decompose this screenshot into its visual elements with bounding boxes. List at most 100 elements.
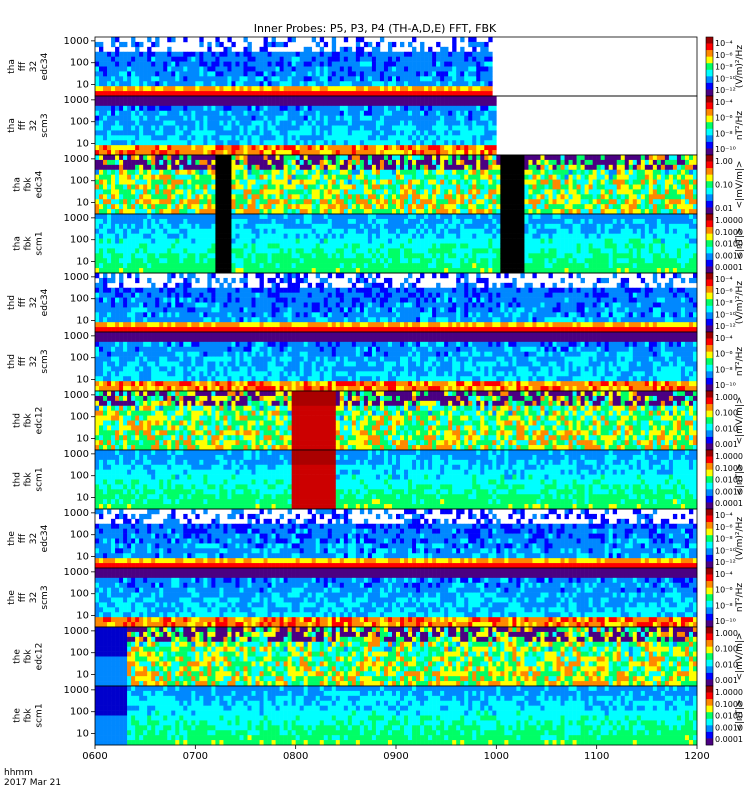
spectrogram-cell (111, 194, 116, 200)
spectrogram-cell (616, 159, 622, 166)
spectrogram-cell (195, 51, 200, 57)
spectrogram-cell (632, 155, 638, 161)
spectrogram-cell (267, 56, 272, 62)
spectrogram-cell (327, 159, 333, 166)
spectrogram-cell (640, 179, 646, 185)
spectrogram-cell (255, 223, 260, 230)
spectrogram-cell (103, 150, 108, 156)
spectrogram-cell (307, 199, 313, 205)
spectrogram-cell (396, 253, 401, 259)
spectrogram-cell (343, 233, 349, 239)
spectrogram-cell (275, 243, 280, 249)
spectrogram-cell (480, 115, 485, 121)
spectrogram-cell (660, 179, 666, 185)
spectrogram-cell (279, 233, 284, 239)
colorbar-segment (706, 128, 713, 136)
spectrogram-cell (472, 37, 477, 43)
spectrogram-cell (424, 100, 429, 107)
spectrogram-cell (371, 115, 377, 121)
spectrogram-cell (155, 51, 160, 57)
spectrogram-cell (476, 66, 481, 72)
spectrogram-cell (139, 150, 144, 156)
spectrogram-cell (396, 268, 401, 274)
spectrogram-cell (99, 194, 104, 200)
spectrogram-cell (183, 243, 188, 249)
spectrogram-cell (323, 174, 329, 180)
spectrogram-cell (556, 179, 561, 185)
spectrogram-cell (387, 253, 393, 259)
spectrogram-cell (516, 174, 521, 180)
spectrogram-cell (299, 81, 304, 87)
spectrogram-cell (440, 56, 445, 62)
spectrogram-cell (424, 130, 429, 136)
spectrogram-cell (103, 258, 108, 264)
spectrogram-cell (163, 169, 168, 175)
spectrogram-cell (480, 100, 485, 107)
spectrogram-cell (375, 105, 381, 112)
spectrogram-cell (327, 233, 333, 239)
spectrogram-cell (484, 145, 489, 151)
spectrogram-cell (179, 51, 184, 57)
spectrogram-cell (444, 145, 449, 151)
spectrogram-cell (267, 135, 272, 141)
spectrogram-cell (291, 238, 296, 244)
spectrogram-cell (183, 248, 188, 254)
spectrogram-cell (335, 238, 341, 244)
spectrogram-cell (163, 115, 168, 121)
spectrogram-cell (456, 81, 461, 87)
spectrogram-cell (259, 164, 264, 171)
spectrogram-cell (391, 155, 397, 161)
spectrogram-cell (103, 66, 108, 72)
spectrogram-cell (379, 184, 385, 190)
spectrogram-cell (291, 189, 296, 195)
spectrogram-cell (155, 105, 160, 112)
spectrogram-cell (211, 105, 216, 112)
spectrogram-cell (135, 105, 140, 112)
spectrogram-cell (211, 233, 216, 239)
spectrogram-cell (688, 155, 694, 161)
spectrogram-cell (247, 91, 252, 97)
spectrogram-cell (191, 86, 196, 92)
spectrogram-cell (387, 228, 393, 234)
spectrogram-cell (343, 258, 349, 264)
spectrogram-cell (476, 100, 481, 107)
spectrogram-cell (263, 145, 268, 151)
spectrogram-cell (468, 66, 473, 72)
spectrogram-cell (199, 253, 204, 259)
spectrogram-cell (315, 184, 321, 190)
spectrogram-cell (131, 169, 136, 175)
spectrogram-cell (203, 155, 208, 161)
spectrogram-cell (315, 214, 321, 220)
spectrogram-cell (400, 56, 405, 62)
spectrogram-cell (484, 164, 489, 171)
spectrogram-cell (536, 204, 541, 210)
spectrogram-cell (287, 71, 292, 77)
spectrogram-cell (259, 66, 264, 72)
spectrogram-cell (295, 184, 300, 190)
spectrogram-cell (383, 174, 389, 180)
spectrogram-cell (123, 120, 128, 126)
spectrogram-cell (488, 140, 493, 146)
spectrogram-cell (227, 248, 232, 254)
spectrogram-cell (379, 238, 385, 244)
spectrogram-cell (263, 179, 268, 185)
spectrogram-cell (311, 204, 317, 210)
spectrogram-cell (111, 100, 116, 107)
spectrogram-cell (95, 155, 100, 161)
spectrogram-cell (119, 164, 124, 171)
spectrogram-cell (127, 159, 132, 166)
spectrogram-cell (564, 179, 569, 185)
spectrogram-cell (299, 228, 304, 234)
spectrogram-cell (315, 199, 321, 205)
spectrogram-cell (319, 115, 325, 121)
spectrogram-cell (536, 169, 541, 175)
spectrogram-cell (383, 189, 389, 195)
spectrogram-cell (351, 218, 357, 225)
spectrogram-cell (468, 169, 473, 175)
spectrogram-cell (544, 155, 549, 161)
spectrogram-cell (115, 159, 120, 166)
spectrogram-cell (323, 248, 329, 254)
spectrogram-cell (239, 218, 244, 225)
spectrogram-cell (596, 199, 601, 205)
spectrogram-cell (488, 194, 493, 200)
